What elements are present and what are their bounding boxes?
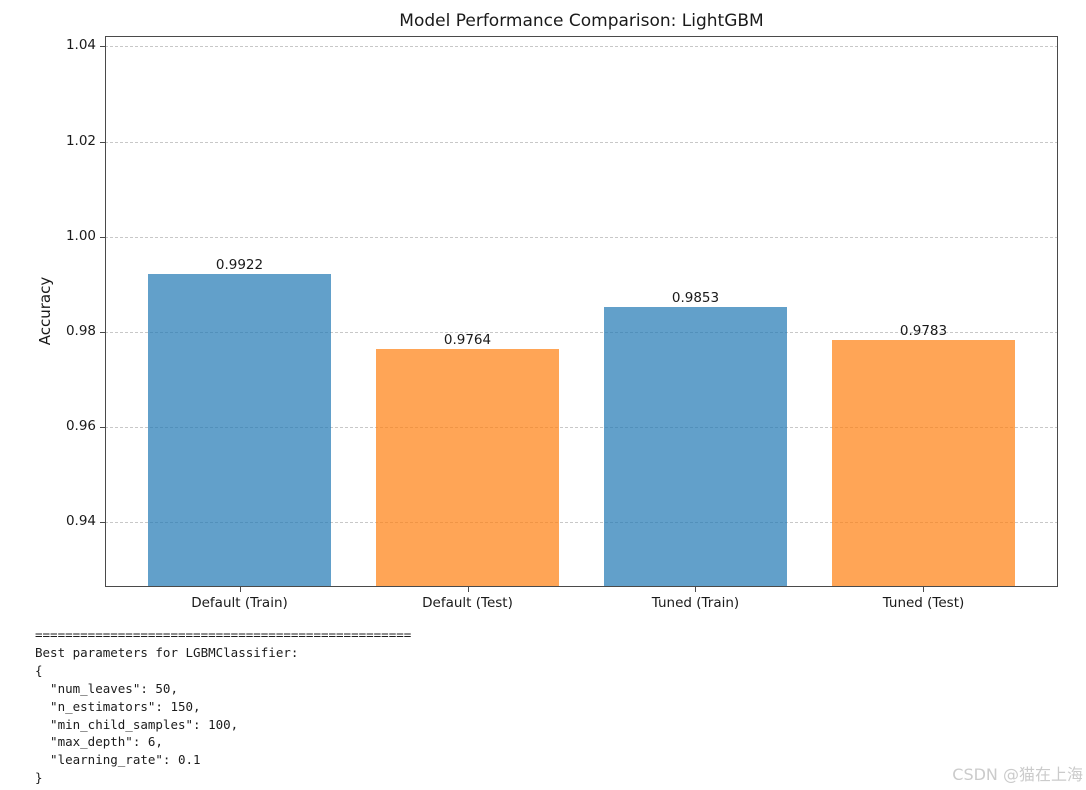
bar-value-label: 0.9853 <box>671 289 720 306</box>
x-tick-label: Default (Train) <box>191 595 288 611</box>
watermark: CSDN @猫在上海 <box>952 765 1083 784</box>
x-tick-label: Tuned (Train) <box>651 595 740 611</box>
bar-value-label: 0.9783 <box>899 323 948 340</box>
y-tick-mark <box>100 46 105 48</box>
y-tick-mark <box>100 236 105 238</box>
x-tick-mark <box>695 587 697 592</box>
console-output: ========================================… <box>35 627 412 786</box>
y-tick-label: 0.96 <box>65 418 96 435</box>
gridline <box>105 522 1058 524</box>
gridline <box>105 236 1058 238</box>
x-tick-mark <box>239 587 241 592</box>
y-tick-mark <box>100 141 105 143</box>
y-tick-label: 1.04 <box>65 37 96 54</box>
x-tick-mark <box>467 587 469 592</box>
y-tick-label: 1.02 <box>65 132 96 149</box>
bar <box>604 306 787 587</box>
gridline <box>105 46 1058 48</box>
bar <box>376 349 559 587</box>
y-tick-label: 0.98 <box>65 322 96 339</box>
gridline <box>105 427 1058 429</box>
x-tick-label: Default (Test) <box>422 595 513 611</box>
chart-title: Model Performance Comparison: LightGBM <box>399 11 764 31</box>
y-tick-mark <box>100 522 105 524</box>
gridline <box>105 331 1058 333</box>
x-tick-mark <box>923 587 925 592</box>
y-tick-label: 0.94 <box>65 513 96 530</box>
chart-figure: Model Performance Comparison: LightGBM A… <box>36 11 1058 611</box>
bar <box>148 273 331 587</box>
gridline <box>105 141 1058 143</box>
y-tick-mark <box>100 331 105 333</box>
x-tick-label: Tuned (Test) <box>882 595 965 611</box>
bar-value-label: 0.9764 <box>443 332 492 349</box>
y-tick-mark <box>100 427 105 429</box>
y-tick-label: 1.00 <box>65 227 96 244</box>
bar <box>832 340 1015 587</box>
bar-value-label: 0.9922 <box>215 256 264 273</box>
